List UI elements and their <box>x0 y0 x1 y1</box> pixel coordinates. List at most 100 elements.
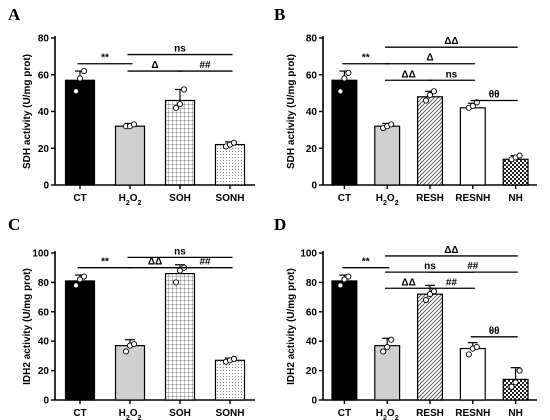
y-tick-label: 0 <box>43 396 49 407</box>
data-point <box>465 351 472 358</box>
data-point <box>380 348 387 355</box>
x-tick-label: SONH <box>216 408 245 419</box>
panel-c: C IDH2 activity (U/mg prot) 0 20 40 60 80 100 CT… <box>8 215 255 420</box>
significance-label: ## <box>199 60 211 71</box>
panel-b: B SDH activity (U/mg prot) 0 20 40 60 80 CT H2O2… <box>274 5 537 207</box>
data-point <box>430 288 438 295</box>
y-tick-label: 20 <box>306 144 318 155</box>
bar <box>416 96 444 186</box>
x-tick-label: CT <box>73 193 86 204</box>
data-point <box>341 75 348 82</box>
data-point <box>426 91 434 99</box>
significance-label: ΔΔ <box>444 36 458 47</box>
panel-letter: D <box>274 215 286 234</box>
significance-label: ΔΔ <box>444 245 458 256</box>
panel-a: A SDH activity (U/mg prot) 0 20 40 60 80 CT H2O2… <box>8 5 255 207</box>
data-point <box>469 102 476 110</box>
y-tick-label: 40 <box>306 337 318 348</box>
y-tick-label: 0 <box>311 181 317 192</box>
y-axis-label: SDH activity (U/mg prot) <box>22 54 33 169</box>
data-point <box>512 379 519 386</box>
x-tick-label: H2O2 <box>119 408 142 420</box>
y-axis-label: IDH2 activity (U/mg prot) <box>22 268 33 385</box>
bar <box>374 345 401 401</box>
data-point <box>176 101 184 108</box>
bar <box>214 359 246 401</box>
data-point <box>76 276 84 283</box>
y-axis-label: SDH activity (U/mg prot) <box>286 54 297 169</box>
bar <box>214 143 246 186</box>
significance-label: ## <box>467 261 479 272</box>
significance-label: Δ <box>151 60 158 71</box>
y-tick-label: 20 <box>38 144 50 155</box>
x-tick-label: SOH <box>169 193 191 204</box>
data-point <box>341 276 348 283</box>
y-tick-label: 100 <box>300 249 317 260</box>
bar <box>502 158 529 186</box>
y-tick-label: 80 <box>38 278 50 289</box>
y-tick-label: 80 <box>38 34 50 45</box>
x-tick-label: CT <box>338 193 351 204</box>
data-point <box>72 88 80 95</box>
significance-label: ** <box>101 257 109 268</box>
x-tick-label: H2O2 <box>376 193 399 207</box>
panel-letter: C <box>8 215 20 234</box>
data-point <box>388 121 395 128</box>
bar <box>64 79 96 186</box>
significance-label: ns <box>174 246 186 257</box>
y-axis-label: IDH2 activity (U/mg prot) <box>286 268 297 385</box>
significance-label: Δ <box>426 53 433 64</box>
data-point <box>337 282 344 289</box>
significance-label: ns <box>424 261 436 272</box>
y-tick-label: 40 <box>306 107 318 118</box>
x-tick-label: RESH <box>416 193 444 204</box>
significance-label: ΔΔ <box>148 257 162 268</box>
significance-label: ## <box>199 257 211 268</box>
y-tick-label: 80 <box>306 34 318 45</box>
data-point <box>172 104 180 111</box>
significance-label: ## <box>446 277 458 288</box>
x-tick-label: RESNH <box>455 193 490 204</box>
bar <box>64 280 96 401</box>
x-tick-label: CT <box>338 408 351 419</box>
x-tick-label: SONH <box>216 193 245 204</box>
data-point <box>230 139 238 146</box>
bar <box>331 79 358 186</box>
x-tick-label: CT <box>73 408 86 419</box>
significance-label: ns <box>174 44 186 55</box>
x-tick-label: SOH <box>169 408 191 419</box>
y-tick-label: 60 <box>306 307 318 318</box>
panel-letter: B <box>274 5 285 24</box>
panel-letter: A <box>8 5 21 24</box>
significance-label: ns <box>446 69 458 80</box>
significance-label: θθ <box>489 326 500 337</box>
bar <box>164 99 196 186</box>
data-point <box>384 344 391 351</box>
data-point <box>422 97 430 104</box>
data-point <box>172 279 180 286</box>
data-point <box>345 69 352 76</box>
bar <box>416 293 444 401</box>
bar <box>459 347 486 401</box>
data-point <box>516 152 523 159</box>
significance-label: ** <box>362 257 370 268</box>
data-point <box>345 273 352 280</box>
data-point <box>76 75 84 82</box>
data-point <box>122 348 130 355</box>
data-point <box>130 121 138 128</box>
data-point <box>422 296 430 304</box>
data-point <box>473 344 480 351</box>
y-tick-label: 0 <box>43 181 49 192</box>
y-tick-label: 60 <box>306 70 318 81</box>
significance-label: θθ <box>489 89 500 100</box>
data-point <box>388 336 395 343</box>
y-tick-label: 100 <box>32 249 49 260</box>
bar <box>114 125 146 186</box>
y-tick-label: 20 <box>306 366 318 377</box>
bar <box>114 345 146 401</box>
data-point <box>72 282 80 289</box>
x-tick-label: NH <box>508 408 522 419</box>
significance-label: ** <box>362 53 370 64</box>
data-point <box>80 68 88 75</box>
bar <box>164 272 196 401</box>
